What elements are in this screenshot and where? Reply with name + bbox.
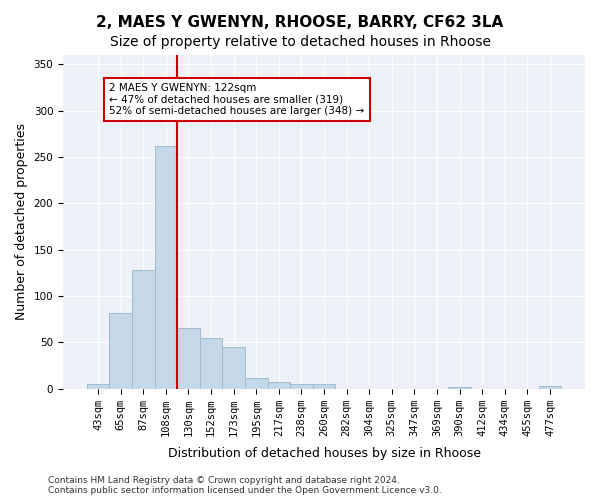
X-axis label: Distribution of detached houses by size in Rhoose: Distribution of detached houses by size … [167,447,481,460]
Bar [268,382,290,388]
Bar [313,384,335,388]
Bar [155,146,177,388]
Text: Size of property relative to detached houses in Rhoose: Size of property relative to detached ho… [110,35,491,49]
Bar [245,378,268,388]
Text: 2, MAES Y GWENYN, RHOOSE, BARRY, CF62 3LA: 2, MAES Y GWENYN, RHOOSE, BARRY, CF62 3L… [97,15,503,30]
Text: 2 MAES Y GWENYN: 122sqm
← 47% of detached houses are smaller (319)
52% of semi-d: 2 MAES Y GWENYN: 122sqm ← 47% of detache… [109,83,364,116]
Bar [539,386,561,388]
Bar [177,328,200,388]
Y-axis label: Number of detached properties: Number of detached properties [15,124,28,320]
Text: Contains HM Land Registry data © Crown copyright and database right 2024.
Contai: Contains HM Land Registry data © Crown c… [48,476,442,495]
Bar [200,338,223,388]
Bar [223,347,245,389]
Bar [448,387,471,388]
Bar [132,270,155,388]
Bar [87,384,109,388]
Bar [109,312,132,388]
Bar [290,384,313,388]
